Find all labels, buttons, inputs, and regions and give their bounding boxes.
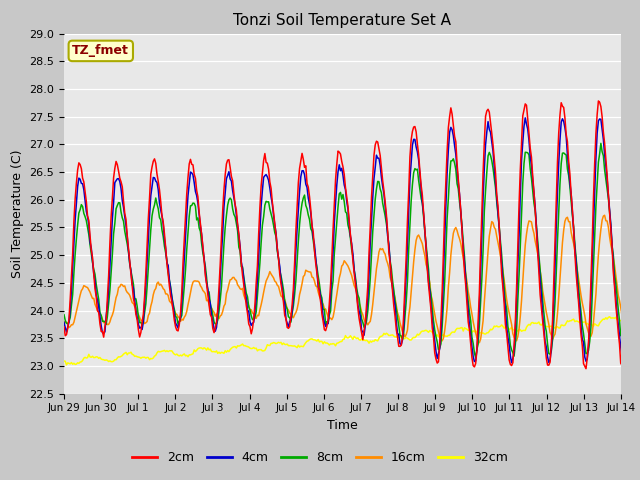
16cm: [60, 319, 68, 324]
32cm: [246, 345, 254, 351]
32cm: [60, 358, 68, 364]
4cm: [601, 151, 609, 157]
32cm: [601, 316, 609, 322]
32cm: [63, 362, 70, 368]
Line: 8cm: 8cm: [64, 143, 640, 358]
Line: 32cm: 32cm: [64, 313, 640, 365]
2cm: [60, 324, 68, 330]
8cm: [60, 312, 68, 318]
4cm: [633, 112, 640, 118]
16cm: [421, 252, 429, 258]
X-axis label: Time: Time: [327, 419, 358, 432]
8cm: [601, 167, 609, 172]
2cm: [595, 98, 602, 104]
Line: 2cm: 2cm: [64, 101, 640, 369]
32cm: [312, 337, 319, 343]
16cm: [601, 212, 609, 218]
16cm: [638, 211, 640, 217]
2cm: [602, 156, 610, 161]
16cm: [498, 260, 506, 266]
2cm: [421, 228, 429, 234]
8cm: [498, 252, 506, 258]
32cm: [394, 334, 401, 340]
4cm: [497, 243, 504, 249]
8cm: [310, 247, 318, 252]
Line: 16cm: 16cm: [64, 214, 640, 343]
16cm: [476, 340, 483, 346]
2cm: [392, 327, 400, 333]
Line: 4cm: 4cm: [64, 115, 640, 363]
16cm: [392, 302, 400, 308]
32cm: [422, 327, 430, 333]
2cm: [582, 366, 590, 372]
4cm: [421, 228, 429, 233]
16cm: [245, 303, 253, 309]
8cm: [245, 304, 253, 310]
4cm: [60, 319, 68, 325]
2cm: [245, 321, 253, 327]
4cm: [310, 241, 318, 247]
16cm: [310, 278, 318, 284]
4cm: [245, 309, 253, 314]
Text: TZ_fmet: TZ_fmet: [72, 44, 129, 58]
8cm: [472, 355, 479, 360]
8cm: [421, 228, 429, 234]
8cm: [634, 140, 640, 145]
4cm: [508, 360, 515, 366]
Y-axis label: Soil Temperature (C): Soil Temperature (C): [11, 149, 24, 278]
Legend: 2cm, 4cm, 8cm, 16cm, 32cm: 2cm, 4cm, 8cm, 16cm, 32cm: [127, 446, 513, 469]
2cm: [310, 248, 318, 253]
32cm: [498, 322, 506, 328]
2cm: [497, 248, 504, 254]
Title: Tonzi Soil Temperature Set A: Tonzi Soil Temperature Set A: [234, 13, 451, 28]
4cm: [392, 319, 400, 324]
8cm: [392, 306, 400, 312]
